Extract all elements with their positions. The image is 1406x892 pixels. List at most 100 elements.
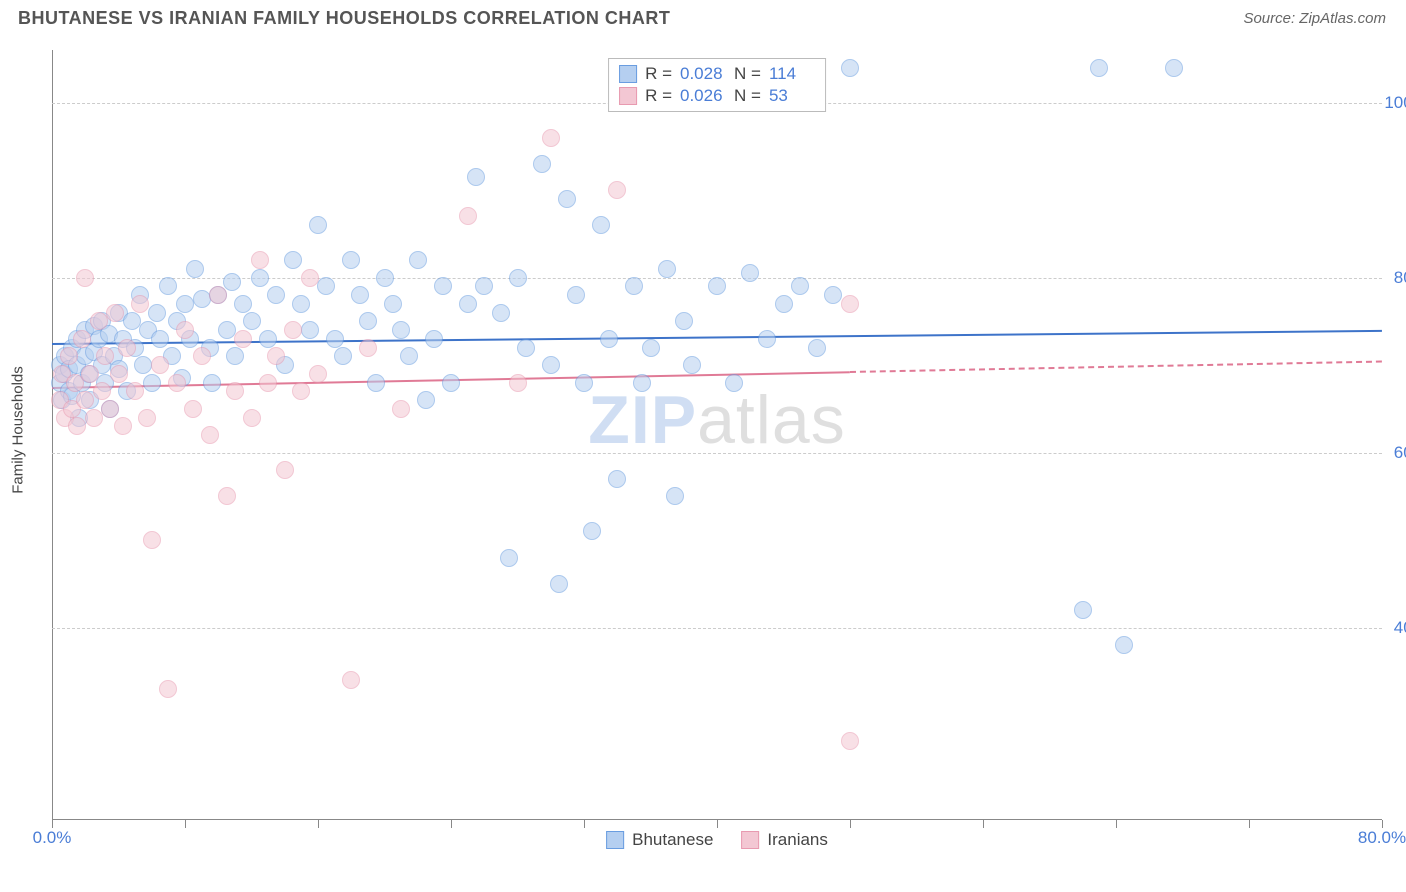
data-point bbox=[223, 273, 241, 291]
data-point bbox=[251, 251, 269, 269]
data-point bbox=[376, 269, 394, 287]
data-point bbox=[517, 339, 535, 357]
data-point bbox=[758, 330, 776, 348]
data-point bbox=[592, 216, 610, 234]
data-point bbox=[642, 339, 660, 357]
data-point bbox=[600, 330, 618, 348]
x-tick-label: 80.0% bbox=[1358, 828, 1406, 848]
data-point bbox=[85, 409, 103, 427]
data-point bbox=[317, 277, 335, 295]
data-point bbox=[351, 286, 369, 304]
data-point bbox=[459, 207, 477, 225]
data-point bbox=[326, 330, 344, 348]
x-tick bbox=[983, 820, 984, 828]
data-point bbox=[542, 356, 560, 374]
stats-legend-row: R =0.026N =53 bbox=[619, 85, 815, 107]
data-point bbox=[218, 487, 236, 505]
data-point bbox=[76, 391, 94, 409]
y-axis-label: Family Households bbox=[10, 366, 27, 494]
data-point bbox=[533, 155, 551, 173]
data-point bbox=[90, 312, 108, 330]
data-point bbox=[284, 251, 302, 269]
plot-area: 40.0%60.0%80.0%100.0%0.0%80.0% ZIPatlas … bbox=[52, 50, 1382, 820]
x-tick bbox=[1116, 820, 1117, 828]
data-point bbox=[558, 190, 576, 208]
stats-legend: R =0.028N =114R =0.026N =53 bbox=[608, 58, 826, 112]
r-label: R = bbox=[645, 86, 672, 106]
data-point bbox=[114, 417, 132, 435]
legend-swatch bbox=[741, 831, 759, 849]
chart-title: BHUTANESE VS IRANIAN FAMILY HOUSEHOLDS C… bbox=[18, 8, 670, 29]
data-point bbox=[417, 391, 435, 409]
data-point bbox=[93, 382, 111, 400]
data-point bbox=[73, 330, 91, 348]
data-point bbox=[151, 356, 169, 374]
data-point bbox=[550, 575, 568, 593]
x-tick bbox=[717, 820, 718, 828]
x-tick bbox=[1382, 820, 1383, 828]
data-point bbox=[76, 269, 94, 287]
data-point bbox=[81, 365, 99, 383]
x-tick bbox=[850, 820, 851, 828]
data-point bbox=[1074, 601, 1092, 619]
data-point bbox=[243, 312, 261, 330]
data-point bbox=[118, 339, 136, 357]
legend-item: Iranians bbox=[741, 830, 827, 850]
data-point bbox=[542, 129, 560, 147]
x-tick bbox=[318, 820, 319, 828]
data-point bbox=[276, 461, 294, 479]
x-tick bbox=[52, 820, 53, 828]
data-point bbox=[841, 295, 859, 313]
data-point bbox=[608, 470, 626, 488]
data-point bbox=[334, 347, 352, 365]
data-point bbox=[218, 321, 236, 339]
data-point bbox=[675, 312, 693, 330]
data-point bbox=[342, 671, 360, 689]
data-point bbox=[193, 290, 211, 308]
data-point bbox=[359, 312, 377, 330]
data-point bbox=[101, 400, 119, 418]
legend-label: Iranians bbox=[767, 830, 827, 850]
data-point bbox=[583, 522, 601, 540]
gridline bbox=[52, 453, 1382, 454]
data-point bbox=[808, 339, 826, 357]
data-point bbox=[251, 269, 269, 287]
data-point bbox=[342, 251, 360, 269]
data-point bbox=[301, 321, 319, 339]
data-point bbox=[309, 216, 327, 234]
data-point bbox=[201, 426, 219, 444]
legend-swatch bbox=[619, 87, 637, 105]
data-point bbox=[131, 295, 149, 313]
data-point bbox=[741, 264, 759, 282]
data-point bbox=[176, 321, 194, 339]
data-point bbox=[459, 295, 477, 313]
data-point bbox=[475, 277, 493, 295]
data-point bbox=[1090, 59, 1108, 77]
data-point bbox=[309, 365, 327, 383]
data-point bbox=[633, 374, 651, 392]
r-label: R = bbox=[645, 64, 672, 84]
legend-swatch bbox=[619, 65, 637, 83]
data-point bbox=[151, 330, 169, 348]
data-point bbox=[284, 321, 302, 339]
data-point bbox=[209, 286, 227, 304]
x-tick-label: 0.0% bbox=[33, 828, 72, 848]
data-point bbox=[409, 251, 427, 269]
data-point bbox=[126, 382, 144, 400]
data-point bbox=[608, 181, 626, 199]
data-point bbox=[500, 549, 518, 567]
data-point bbox=[1115, 636, 1133, 654]
data-point bbox=[143, 531, 161, 549]
data-point bbox=[243, 409, 261, 427]
data-point bbox=[159, 680, 177, 698]
data-point bbox=[359, 339, 377, 357]
data-point bbox=[442, 374, 460, 392]
data-point bbox=[841, 732, 859, 750]
data-point bbox=[666, 487, 684, 505]
data-point bbox=[143, 374, 161, 392]
n-label: N = bbox=[734, 64, 761, 84]
data-point bbox=[123, 312, 141, 330]
data-point bbox=[392, 400, 410, 418]
x-tick bbox=[1249, 820, 1250, 828]
data-point bbox=[509, 269, 527, 287]
